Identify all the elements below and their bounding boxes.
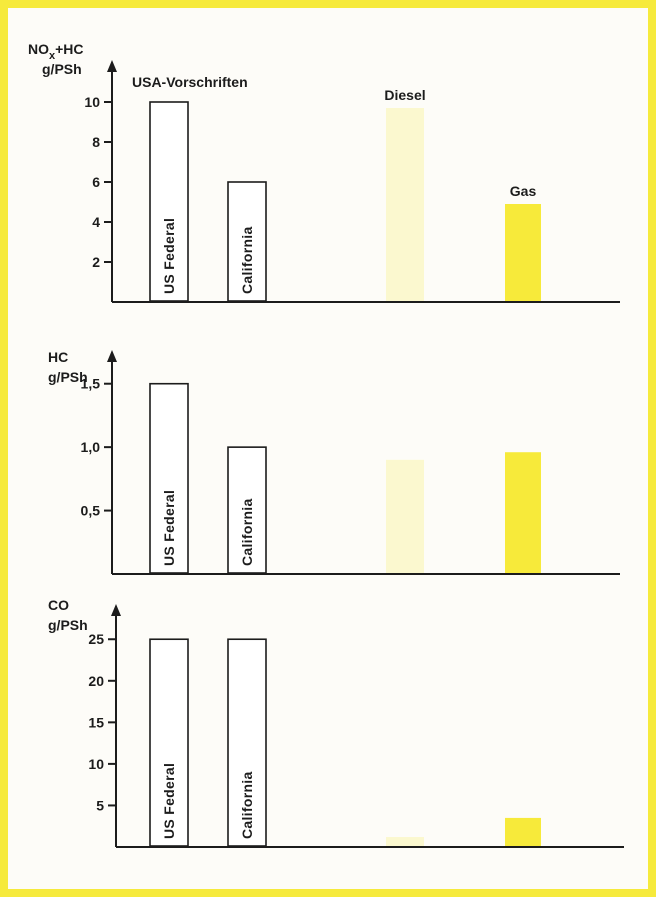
bar-diesel (386, 837, 424, 846)
chart-annotation: USA-Vorschriften (132, 74, 248, 90)
co-chart-svg: CO g/PSh 5 10 15 20 25 US Federal California (48, 597, 624, 848)
bar-label: California (239, 226, 255, 294)
bar-diesel (386, 108, 424, 301)
y-axis-arrow (107, 350, 117, 362)
y-tick-label: 25 (88, 631, 104, 647)
y-axis-label-line1: HC (48, 349, 68, 365)
co-chart: CO g/PSh 5 10 15 20 25 US Federal California (0, 596, 656, 886)
bar-california (227, 638, 267, 847)
bar-label: California (239, 771, 255, 839)
y-axis-label-line2: g/PSh (48, 369, 88, 385)
nox-hc-chart: NOx+HC g/PSh 2 4 6 8 10 US Federal California Die… (0, 40, 656, 330)
y-axis-label-line1: NOx+HC (28, 41, 84, 62)
y-tick-label: 20 (88, 673, 104, 689)
y-tick-label: 10 (84, 94, 100, 110)
y-axis-arrow (107, 60, 117, 72)
hc-chart-svg: HC g/PSh 0,5 1,0 1,5 US Federal California (48, 349, 620, 575)
bar-label: California (239, 498, 255, 566)
y-tick-label: 10 (88, 756, 104, 772)
nox-hc-chart-svg: NOx+HCg/PSh 2 4 6 8 10 US Federal California Die… (28, 41, 620, 303)
bar-gas (505, 817, 541, 846)
y-tick-label: 5 (96, 797, 104, 813)
y-axis-arrow (111, 604, 121, 616)
bar-top-label: Gas (510, 183, 537, 199)
bar-gas (505, 452, 541, 573)
bar-label: US Federal (161, 490, 177, 566)
y-tick-label: 0,5 (81, 503, 101, 519)
bar-us-federal (149, 638, 189, 847)
bar-diesel (386, 459, 424, 573)
bar-california (227, 181, 267, 302)
bar-us-federal (149, 382, 189, 574)
y-tick-label: 6 (92, 174, 100, 190)
bar-us-federal (149, 101, 189, 302)
y-tick-label: 4 (92, 214, 100, 230)
hc-chart: HC g/PSh 0,5 1,0 1,5 US Federal California (0, 330, 656, 620)
y-tick-label: 1,0 (81, 439, 101, 455)
y-tick-label: 2 (92, 254, 100, 270)
y-axis-label-line1: CO (48, 597, 69, 613)
bar-gas (505, 204, 541, 301)
bar-label: US Federal (161, 218, 177, 294)
bar-california (227, 446, 267, 574)
bar-label: US Federal (161, 763, 177, 839)
y-tick-label: 1,5 (81, 376, 101, 392)
y-axis-label-line2: g/PSh (42, 61, 82, 77)
bar-top-label: Diesel (384, 87, 425, 103)
y-tick-label: 15 (88, 714, 104, 730)
y-axis-label-line2: g/PSh (48, 617, 88, 633)
y-tick-label: 8 (92, 134, 100, 150)
